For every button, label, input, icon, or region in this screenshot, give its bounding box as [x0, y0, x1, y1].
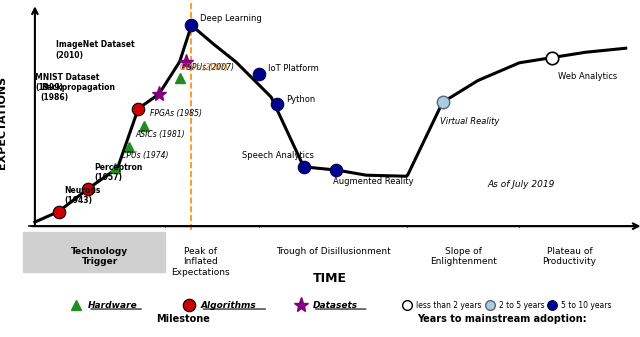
Text: Milestone: Milestone: [156, 314, 209, 324]
Text: Augmented Reality: Augmented Reality: [333, 177, 414, 186]
Text: Web Analytics: Web Analytics: [558, 72, 617, 81]
Text: Datasets: Datasets: [312, 301, 358, 310]
Text: Python: Python: [286, 95, 316, 104]
Text: Virtual Reality: Virtual Reality: [440, 117, 499, 126]
Text: MNIST Dataset
(1999): MNIST Dataset (1999): [35, 72, 99, 92]
Text: ASICs (1981): ASICs (1981): [135, 130, 185, 139]
Text: ImageNet Dataset
(2010): ImageNet Dataset (2010): [56, 40, 134, 60]
Text: TIME: TIME: [314, 272, 348, 285]
Text: Neurons
(1943): Neurons (1943): [65, 186, 101, 205]
Text: Years to mainstream adoption:: Years to mainstream adoption:: [417, 314, 586, 324]
Text: Speech Analytics: Speech Analytics: [242, 151, 314, 160]
Text: Slope of
Enlightenment: Slope of Enlightenment: [430, 247, 497, 267]
Text: As of July 2019: As of July 2019: [488, 180, 555, 189]
Text: Backpropagation
(1986): Backpropagation (1986): [41, 83, 115, 102]
Text: Perceptron
(1957): Perceptron (1957): [94, 163, 142, 182]
Text: GPUs (2007): GPUs (2007): [186, 63, 234, 72]
Bar: [23, 233, 165, 272]
Text: CPUs (1974): CPUs (1974): [120, 151, 168, 160]
Text: IoT Platform: IoT Platform: [268, 64, 319, 73]
Text: EXPECTATIONS: EXPECTATIONS: [0, 75, 8, 169]
Text: Technology
Trigger: Technology Trigger: [71, 247, 129, 267]
Text: Deep Learning: Deep Learning: [200, 14, 262, 23]
Text: 5 to 10 years: 5 to 10 years: [561, 301, 611, 310]
Text: less than 2 years: less than 2 years: [416, 301, 481, 310]
Text: Trough of Disillusionment: Trough of Disillusionment: [276, 247, 390, 256]
Text: FPGAs (1985): FPGAs (1985): [150, 109, 202, 118]
Text: 2 to 5 years: 2 to 5 years: [499, 301, 544, 310]
Text: Peak of
Inflated
Expectations: Peak of Inflated Expectations: [171, 247, 230, 277]
Text: GPUs (2007): GPUs (2007): [180, 63, 228, 72]
Text: Hardware: Hardware: [88, 301, 138, 310]
Text: Algorithms: Algorithms: [200, 301, 256, 310]
Text: Plateau of
Productivity: Plateau of Productivity: [543, 247, 596, 267]
